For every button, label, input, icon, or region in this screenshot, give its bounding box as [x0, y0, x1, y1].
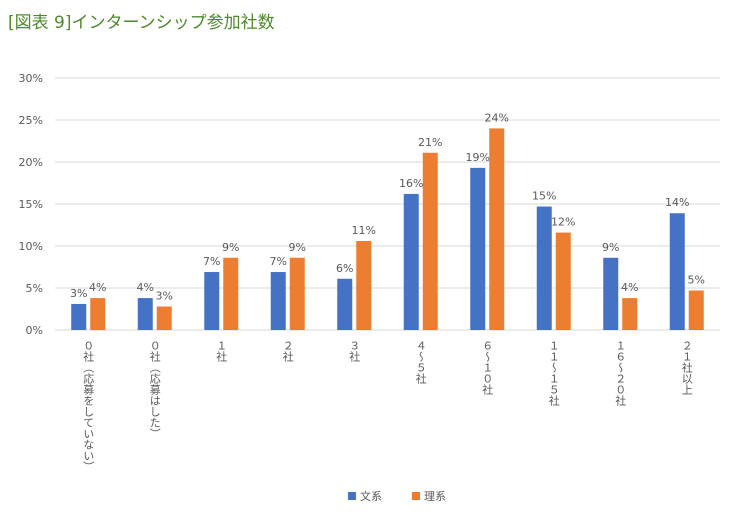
- value-label: 3%: [70, 287, 87, 300]
- value-label: 19%: [466, 151, 490, 164]
- x-tick-label: ０社（応募はした）: [148, 340, 161, 439]
- bar: [470, 167, 486, 330]
- legend-label: 理系: [424, 490, 446, 503]
- value-label: 5%: [688, 274, 705, 287]
- y-tick-label: 5%: [26, 282, 43, 295]
- value-label: 6%: [336, 262, 353, 275]
- x-tick-label: ６～１０社: [481, 340, 494, 396]
- y-tick-label: 30%: [19, 72, 43, 85]
- bar: [71, 303, 87, 330]
- bar: [555, 232, 571, 330]
- value-label: 7%: [203, 255, 220, 268]
- y-tick-label: 10%: [19, 240, 43, 253]
- legend-swatch: [348, 492, 356, 500]
- value-label: 7%: [270, 255, 287, 268]
- bar: [489, 128, 505, 330]
- y-tick-label: 0%: [26, 324, 43, 337]
- bar: [156, 306, 172, 330]
- x-tick-label: ２社: [281, 340, 294, 363]
- bar: [204, 272, 220, 330]
- bar: [270, 272, 286, 330]
- value-label: 12%: [551, 216, 575, 229]
- value-label: 3%: [156, 289, 173, 302]
- value-label: 9%: [222, 241, 239, 254]
- bar: [536, 206, 552, 330]
- bar: [337, 278, 353, 330]
- x-tick-label: １社: [215, 340, 228, 363]
- value-label: 9%: [289, 241, 306, 254]
- bar: [622, 298, 638, 330]
- legend-swatch: [412, 492, 420, 500]
- bar: [422, 152, 438, 330]
- bar: [137, 298, 153, 330]
- x-tick-label: ３社: [348, 340, 361, 363]
- bar: [289, 257, 305, 330]
- x-tick-label: １６～２０社: [614, 340, 627, 407]
- value-label: 9%: [602, 241, 619, 254]
- value-label: 15%: [532, 190, 556, 203]
- chart-title: [図表 9]インターンシップ参加社数: [8, 13, 275, 33]
- bar: [688, 290, 704, 330]
- bar: [669, 213, 685, 330]
- value-label: 4%: [89, 281, 106, 294]
- bar: [403, 193, 419, 330]
- x-tick-label: １１～１５社: [547, 340, 560, 407]
- value-label: 4%: [621, 281, 638, 294]
- value-label: 16%: [399, 177, 423, 190]
- x-tick-label: ０社（応募をしていない）: [82, 340, 95, 472]
- y-tick-label: 25%: [19, 114, 43, 127]
- value-label: 4%: [137, 281, 154, 294]
- value-label: 24%: [485, 111, 509, 124]
- value-label: 14%: [665, 196, 689, 209]
- y-tick-label: 20%: [19, 156, 43, 169]
- legend-label: 文系: [360, 489, 382, 503]
- bar: [603, 257, 619, 330]
- bar: [356, 240, 372, 330]
- x-tick-label: ４～５社: [414, 340, 427, 385]
- value-label: 11%: [352, 224, 376, 237]
- x-tick-label: ２１社以上: [680, 340, 693, 395]
- value-label: 21%: [418, 136, 442, 149]
- bar: [90, 298, 106, 330]
- bar: [223, 257, 239, 330]
- y-tick-label: 15%: [19, 198, 43, 211]
